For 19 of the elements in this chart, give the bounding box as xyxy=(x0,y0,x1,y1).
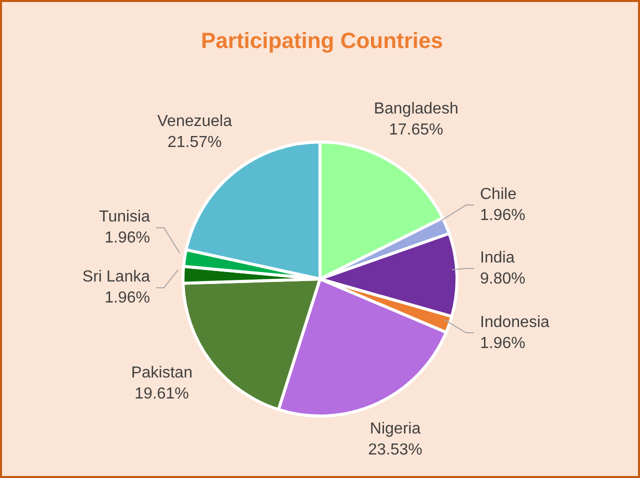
slice-label: Venezuela xyxy=(157,113,232,130)
data-label: 19.61% xyxy=(134,386,189,403)
data-label: 1.96% xyxy=(480,207,526,224)
slice-label: Pakistan xyxy=(131,364,192,382)
chart-title: Participating Countries xyxy=(200,28,444,54)
data-label: 1.96% xyxy=(480,334,526,352)
data-label: 9.80% xyxy=(480,270,526,288)
slice-label: Tunisia xyxy=(99,208,150,226)
slice-label: Sri Lanka xyxy=(82,268,150,286)
slice-label: Nigeria xyxy=(370,420,421,438)
slice-label: India xyxy=(480,250,515,267)
data-label: 1.96% xyxy=(104,230,150,247)
data-label: 17.65% xyxy=(388,121,444,138)
data-label: 1.96% xyxy=(104,290,150,307)
slice-label: Bangladesh xyxy=(374,100,458,118)
data-label: 21.57% xyxy=(167,134,222,152)
slice-label: Chile xyxy=(480,186,517,204)
slice-label: Indonesia xyxy=(480,314,550,331)
data-label: 23.53% xyxy=(368,441,422,458)
